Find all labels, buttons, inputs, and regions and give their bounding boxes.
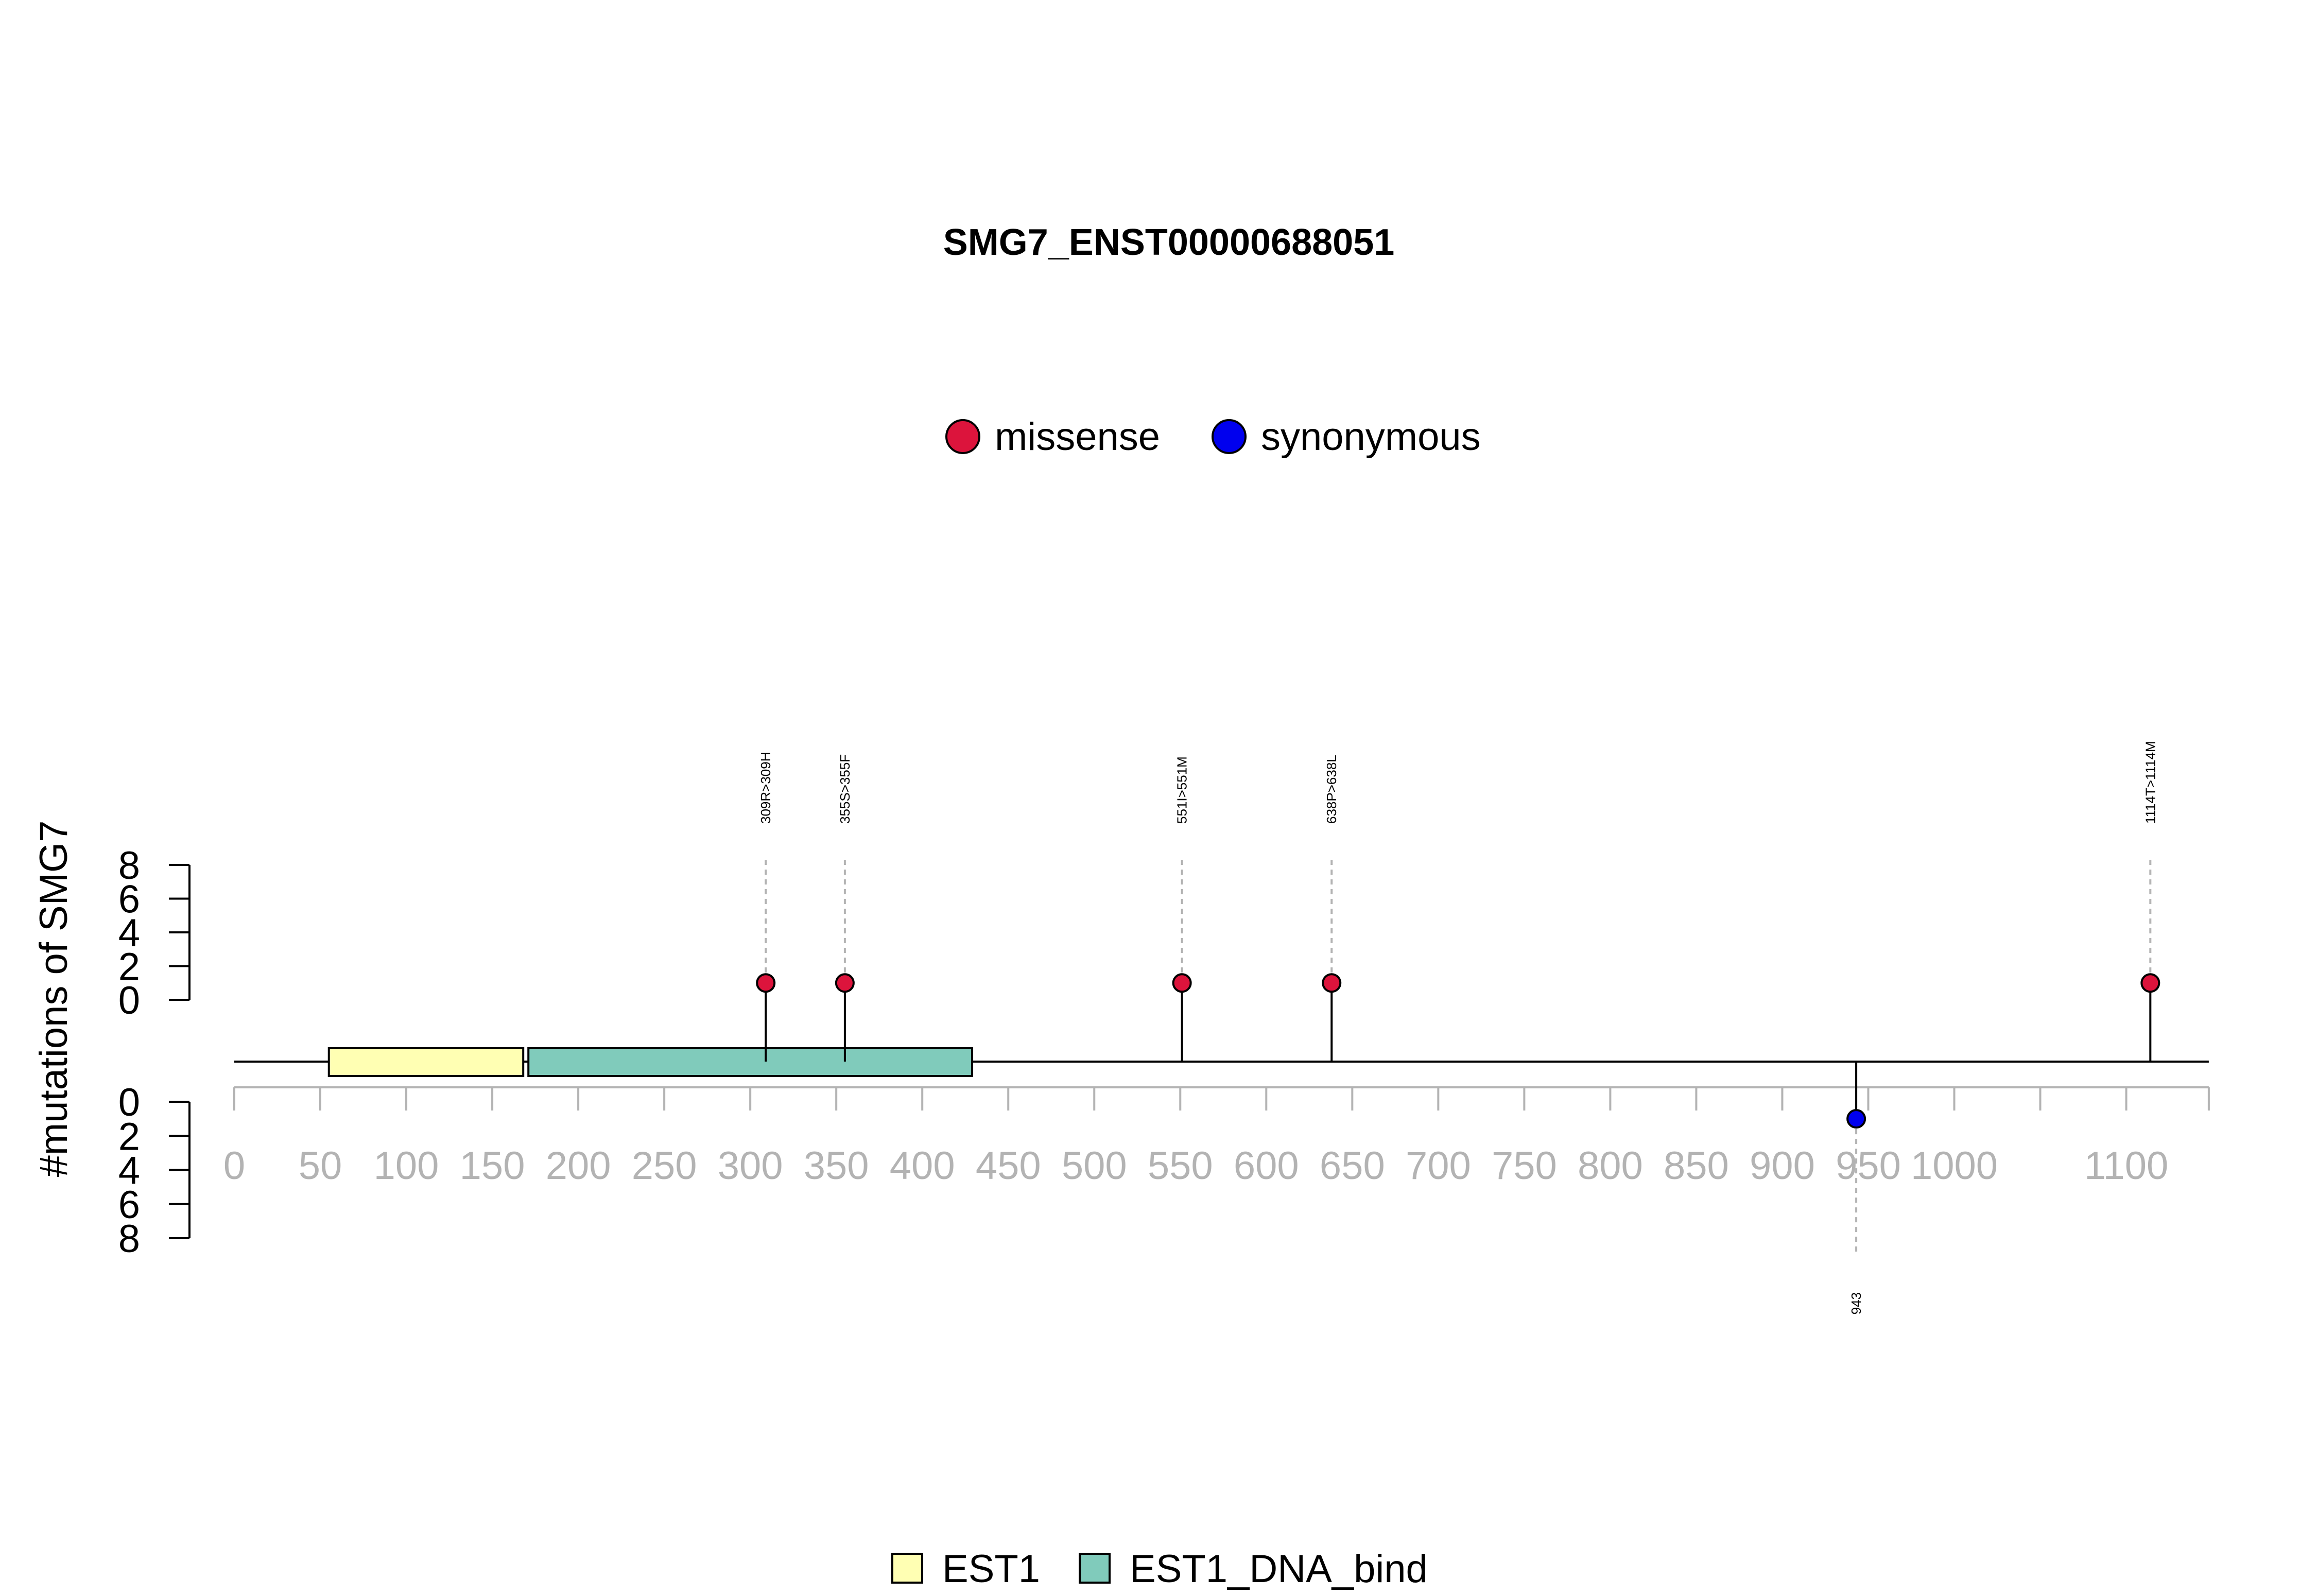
x-tick-label-650: 650	[1320, 1144, 1385, 1188]
x-tick-label-350: 350	[804, 1144, 869, 1188]
x-tick-label-600: 600	[1234, 1144, 1299, 1188]
y-axis-label: #mutations of SMG7	[32, 821, 76, 1177]
mutation-point-1114	[2140, 973, 2160, 993]
x-tick-label-700: 700	[1406, 1144, 1471, 1188]
legend-label-synonymous: synonymous	[1261, 415, 1481, 459]
mutation-label-638: 638P>638L	[1324, 755, 1339, 824]
x-axis: 0 50 100 150 200 250 300 350 400 450 500 550 600 650 7…	[223, 1086, 2210, 1188]
mutation-label-355: 355S>355F	[837, 754, 853, 824]
domain-legend-label-EST1_DNA_bind: EST1_DNA_bind	[1130, 1547, 1428, 1591]
y-tick-label-top-0: 0	[118, 979, 140, 1022]
domain-legend-box-EST1_DNA_bind	[1079, 1553, 1111, 1584]
mutation-label-551: 551I>551M	[1174, 756, 1190, 824]
domain-legend-label-EST1: EST1	[942, 1547, 1040, 1591]
y-tick-label-top-2: 2	[118, 945, 140, 989]
domain-legend-box-EST1	[891, 1553, 923, 1584]
x-tick-label-150: 150	[460, 1144, 525, 1188]
legend-marker-missense	[945, 419, 980, 454]
x-tick-label-800: 800	[1578, 1144, 1643, 1188]
x-tick-label-750: 750	[1492, 1144, 1557, 1188]
mutation-point-309	[756, 973, 776, 993]
domain-box-EST1_DNA_bind	[527, 1047, 974, 1077]
legend-marker-synonymous	[1212, 419, 1247, 454]
x-tick-label-300: 300	[718, 1144, 783, 1188]
x-tick-label-50: 50	[299, 1144, 342, 1188]
domain-box-EST1	[327, 1047, 525, 1077]
x-tick-label-500: 500	[1062, 1144, 1127, 1188]
mutation-point-551	[1172, 973, 1192, 993]
mutation-point-355	[835, 973, 855, 993]
x-tick-label-1100: 1100	[2084, 1144, 2168, 1188]
y-tick-label-bottom-2: 2	[118, 1115, 140, 1158]
y-tick-label-bottom-0: 0	[118, 1081, 140, 1124]
x-tick-label-550: 550	[1148, 1144, 1213, 1188]
mutation-point-943	[1846, 1109, 1866, 1129]
mutation-label-309: 309R>309H	[758, 752, 773, 824]
mutation-legend: missense synonymous	[945, 415, 1481, 459]
mutation-label-943: 943	[1848, 1292, 1864, 1314]
chart-title: SMG7_ENST00000688051	[943, 222, 1395, 263]
legend-label-missense: missense	[995, 415, 1160, 459]
mutation-lollipops: 309R>309H 355S>355F 551I>551M 638P>638L 1114…	[756, 741, 2160, 1314]
x-tick-label-200: 200	[546, 1144, 611, 1188]
x-tick-label-1000: 1000	[1911, 1144, 1998, 1188]
y-tick-label-bottom-8: 8	[118, 1217, 140, 1261]
domain-legend: EST1 EST1_DNA_bind	[891, 1547, 1428, 1591]
y-tick-label-top-4: 4	[118, 911, 140, 955]
x-tick-label-400: 400	[890, 1144, 955, 1188]
x-tick-label-100: 100	[374, 1144, 439, 1188]
y-tick-label-bottom-4: 4	[118, 1149, 140, 1193]
x-tick-label-250: 250	[632, 1144, 697, 1188]
mutation-point-638	[1322, 973, 1342, 993]
domain-boxes	[327, 1047, 974, 1077]
y-tick-label-bottom-6: 6	[118, 1183, 140, 1227]
x-tick-label-950: 950	[1836, 1144, 1901, 1188]
x-tick-label-850: 850	[1664, 1144, 1729, 1188]
x-tick-label-450: 450	[976, 1144, 1041, 1188]
y-tick-label-top-8: 8	[118, 844, 140, 888]
x-tick-label-900: 900	[1750, 1144, 1815, 1188]
x-tick-label-0: 0	[223, 1144, 245, 1188]
y-tick-label-top-6: 6	[118, 878, 140, 922]
mutation-label-1114: 1114T>1114M	[2142, 741, 2158, 824]
